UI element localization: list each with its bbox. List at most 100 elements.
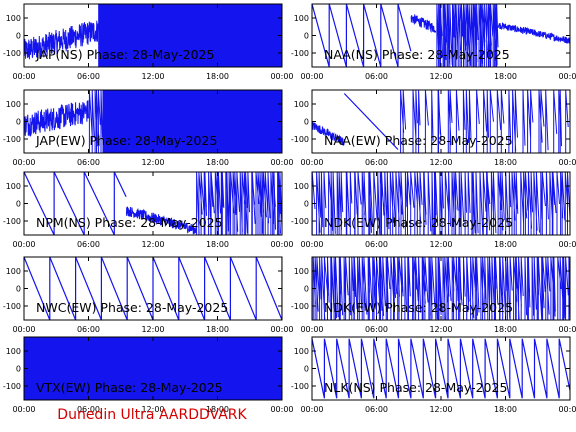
x-tick-label: 12:00 xyxy=(141,158,164,167)
trace-segment-2 xyxy=(410,14,437,33)
trace-segment-2 xyxy=(343,93,399,150)
x-tick-label: 12:00 xyxy=(141,405,164,414)
x-tick-label: 00:00 xyxy=(270,405,293,414)
y-tick-label: 0 xyxy=(304,365,309,374)
x-tick-label: 18:00 xyxy=(494,405,517,414)
x-tick-label: 18:00 xyxy=(494,325,517,334)
y-tick-label: -100 xyxy=(291,135,309,144)
plot-area xyxy=(312,90,569,153)
y-tick-label: -100 xyxy=(291,382,309,391)
y-tick-label: 0 xyxy=(16,365,21,374)
y-tick-label: 100 xyxy=(294,182,309,191)
x-tick-label: 00:00 xyxy=(558,240,576,249)
x-tick-label: 00:00 xyxy=(300,405,323,414)
y-tick-label: -100 xyxy=(3,302,21,311)
chart-panel-10: 100 0 -100 00:00 06:00 12:00 18:00 00:00 NLK(NS)… xyxy=(291,336,576,414)
trace-segment-2 xyxy=(125,206,197,235)
x-tick-label: 12:00 xyxy=(141,240,164,249)
trace-segment-1 xyxy=(24,337,282,400)
x-tick-label: 06:00 xyxy=(365,158,388,167)
y-tick-label: 100 xyxy=(6,182,21,191)
x-tick-label: 06:00 xyxy=(77,72,100,81)
x-tick-label: 12:00 xyxy=(429,240,452,249)
trace-segment-4 xyxy=(497,22,570,45)
x-tick-label: 06:00 xyxy=(365,240,388,249)
x-tick-label: 00:00 xyxy=(300,72,323,81)
y-tick-label: -100 xyxy=(291,217,309,226)
x-tick-label: 00:00 xyxy=(12,405,35,414)
x-tick-label: 00:00 xyxy=(12,240,35,249)
x-tick-label: 18:00 xyxy=(494,72,517,81)
x-tick-label: 12:00 xyxy=(429,158,452,167)
y-tick-label: -100 xyxy=(3,382,21,391)
x-tick-label: 00:00 xyxy=(558,158,576,167)
chart-panel-4: 100 0 -100 00:00 06:00 12:00 18:00 00:00 NAA(EW)… xyxy=(291,89,576,167)
y-tick-label: 100 xyxy=(294,100,309,109)
y-tick-label: 100 xyxy=(294,347,309,356)
x-tick-label: 00:00 xyxy=(558,325,576,334)
plot-area xyxy=(24,172,282,235)
x-tick-label: 00:00 xyxy=(12,158,35,167)
x-tick-label: 18:00 xyxy=(494,158,517,167)
panel-title: NDK(EW) Phase: 28-May-2025 xyxy=(324,300,513,315)
y-tick-label: 100 xyxy=(6,347,21,356)
panel-title: NLK(NS) Phase: 28-May-2025 xyxy=(324,380,507,395)
chart-panel-7: 100 0 -100 00:00 06:00 12:00 18:00 00:00 NWC(EW)… xyxy=(3,256,294,334)
x-tick-label: 06:00 xyxy=(77,158,100,167)
y-tick-label: -100 xyxy=(3,135,21,144)
x-tick-label: 18:00 xyxy=(206,325,229,334)
x-tick-label: 12:00 xyxy=(141,325,164,334)
x-tick-label: 00:00 xyxy=(270,158,293,167)
x-tick-label: 12:00 xyxy=(141,72,164,81)
trace-segment-1 xyxy=(24,100,89,137)
trace-segment-1 xyxy=(312,121,345,146)
panel-title: NPM(NS) Phase: 28-May-2025 xyxy=(36,215,223,230)
panel-title: VTX(EW) Phase: 28-May-2025 xyxy=(36,380,223,395)
x-tick-label: 00:00 xyxy=(300,240,323,249)
x-tick-label: 06:00 xyxy=(365,325,388,334)
y-tick-label: 0 xyxy=(16,118,21,127)
x-tick-label: 18:00 xyxy=(206,240,229,249)
chart-panel-9: 100 0 -100 00:00 06:00 12:00 18:00 00:00 VTX(EW)… xyxy=(3,336,294,414)
trace-segment-3 xyxy=(196,172,282,235)
x-tick-label: 18:00 xyxy=(206,72,229,81)
plot-area xyxy=(312,4,570,67)
x-tick-label: 06:00 xyxy=(77,405,100,414)
chart-panel-6: 100 0 -100 00:00 06:00 12:00 18:00 00:00 NDK(EW)… xyxy=(291,171,576,249)
chart-panel-1: 100 0 -100 00:00 06:00 12:00 18:00 00:00 JAP(NS)… xyxy=(3,3,294,81)
y-tick-label: 100 xyxy=(294,267,309,276)
y-tick-label: 100 xyxy=(6,14,21,23)
x-tick-label: 00:00 xyxy=(558,72,576,81)
panel-title: JAP(NS) Phase: 28-May-2025 xyxy=(35,47,214,62)
y-tick-label: 0 xyxy=(304,32,309,41)
y-tick-label: 0 xyxy=(304,118,309,127)
y-tick-label: 100 xyxy=(6,267,21,276)
y-tick-label: 0 xyxy=(16,200,21,209)
y-tick-label: -100 xyxy=(291,49,309,58)
x-tick-label: 12:00 xyxy=(429,405,452,414)
chart-panel-8: 100 0 -100 00:00 06:00 12:00 18:00 00:00 NDK(EW)… xyxy=(291,256,576,334)
chart-panel-5: 100 0 -100 00:00 06:00 12:00 18:00 00:00 NPM(NS)… xyxy=(3,171,294,249)
chart-panel-3: 100 0 -100 00:00 06:00 12:00 18:00 00:00 JAP(EW)… xyxy=(3,89,294,167)
x-tick-label: 06:00 xyxy=(365,405,388,414)
trace-segment-1 xyxy=(312,338,570,399)
x-tick-label: 00:00 xyxy=(270,240,293,249)
x-tick-label: 00:00 xyxy=(12,325,35,334)
x-tick-label: 00:00 xyxy=(270,325,293,334)
trace-segment-3 xyxy=(436,4,499,67)
panel-title: NAA(NS) Phase: 28-May-2025 xyxy=(324,47,510,62)
y-tick-label: 100 xyxy=(6,100,21,109)
trace-segment-1 xyxy=(24,20,99,60)
y-tick-label: 100 xyxy=(294,14,309,23)
x-tick-label: 18:00 xyxy=(494,240,517,249)
x-tick-label: 12:00 xyxy=(429,325,452,334)
x-tick-label: 06:00 xyxy=(77,240,100,249)
trace-segment-2 xyxy=(88,90,103,153)
x-tick-label: 00:00 xyxy=(300,325,323,334)
y-tick-label: 0 xyxy=(304,200,309,209)
plot-area xyxy=(312,338,570,399)
panels-group: 100 0 -100 00:00 06:00 12:00 18:00 00:00 JAP(NS)… xyxy=(3,3,576,414)
panel-title: JAP(EW) Phase: 28-May-2025 xyxy=(35,133,217,148)
x-tick-label: 00:00 xyxy=(558,405,576,414)
